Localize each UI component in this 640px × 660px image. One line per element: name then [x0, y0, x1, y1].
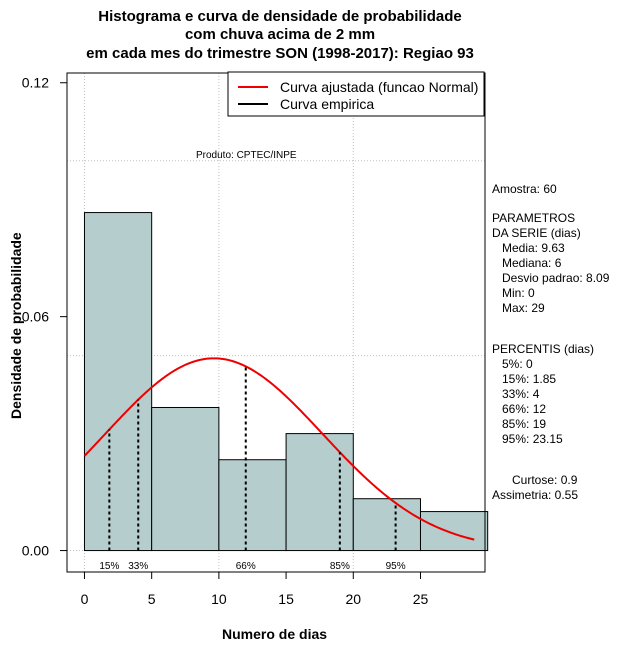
percentile-label-1: 33% [128, 561, 148, 572]
chart-title-line-3: em cada mes do trimestre SON (1998-2017)… [86, 45, 474, 62]
y-tick-label-2: 0.12 [22, 75, 49, 91]
product-annotation: Produto: CPTEC/INPE [196, 150, 297, 161]
moments-text: Curtose: 0.9 Assimetria: 0.55 [492, 473, 579, 502]
chart-title-line-2: com chuva acima de 2 mm [184, 26, 376, 43]
percentile-label-3: 85% [330, 561, 350, 572]
percentile-label-0: 15% [99, 561, 119, 572]
histogram-bar-3 [285, 433, 354, 552]
x-tick-label-5: 25 [413, 591, 429, 607]
histogram-bar-1 [151, 406, 220, 552]
percentiles-text: PERCENTIS (dias) 5%: 0 15%: 1.85 33%: 4 … [492, 342, 595, 446]
y-tick-label-1: 0.06 [22, 309, 49, 325]
percentile-label-2: 66% [236, 561, 256, 572]
legend-box [227, 71, 485, 117]
x-tick-label-0: 0 [81, 591, 89, 607]
legend-label-0: Curva ajustada (funcao Normal) [280, 79, 478, 95]
legend-label-1: Curva empirica [280, 96, 374, 112]
chart-title-line-1: Histograma e curva de densidade de proba… [98, 8, 462, 25]
histogram-bar-5 [419, 511, 489, 552]
series-parameters-text: PARAMETROS DA SERIE (dias) Media: 9.63 M… [492, 211, 610, 315]
x-tick-label-2: 10 [211, 591, 227, 607]
x-tick-label-3: 15 [278, 591, 294, 607]
histogram-bar-0 [83, 212, 153, 552]
sample-size-text: Amostra: 60 [492, 182, 557, 196]
histogram-bar-2 [218, 459, 287, 552]
histogram-bar-4 [352, 498, 421, 552]
x-axis-title: Numero de dias [222, 626, 328, 642]
percentile-label-4: 95% [386, 561, 406, 572]
y-tick-label-0: 0.00 [22, 543, 49, 559]
x-tick-label-4: 20 [345, 591, 361, 607]
y-axis-title: Densidade de probabilidade [8, 232, 24, 419]
x-tick-label-1: 5 [148, 591, 156, 607]
normal-fit-curve [83, 357, 475, 541]
